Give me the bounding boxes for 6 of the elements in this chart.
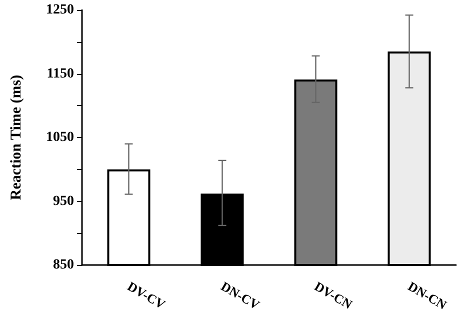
y-tick-label: 1250 <box>46 2 74 18</box>
y-tick-label: 850 <box>53 258 74 272</box>
y-tick-label: 950 <box>53 194 74 209</box>
y-tick-label: 1150 <box>46 66 74 82</box>
y-tick-label: 1050 <box>46 130 74 145</box>
y-axis-title: Reaction Time (ms) <box>8 74 24 200</box>
